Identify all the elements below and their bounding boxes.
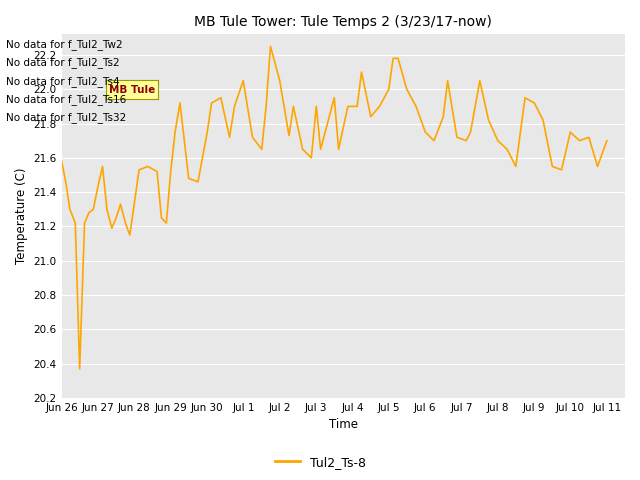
Text: No data for f_Tul2_Ts2: No data for f_Tul2_Ts2 [6,58,120,68]
Text: No data for f_Tul2_Tw2: No data for f_Tul2_Tw2 [6,39,123,50]
Text: No data for f_Tul2_Ts16: No data for f_Tul2_Ts16 [6,94,127,105]
Text: No data for f_Tul2_Ts32: No data for f_Tul2_Ts32 [6,112,127,123]
X-axis label: Time: Time [329,419,358,432]
Y-axis label: Temperature (C): Temperature (C) [15,168,28,264]
Title: MB Tule Tower: Tule Temps 2 (3/23/17-now): MB Tule Tower: Tule Temps 2 (3/23/17-now… [195,15,492,29]
Legend: Tul2_Ts-8: Tul2_Ts-8 [269,451,371,474]
Text: No data for f_Tul2_Ts4: No data for f_Tul2_Ts4 [6,76,120,86]
Text: MB Tule: MB Tule [109,84,155,95]
